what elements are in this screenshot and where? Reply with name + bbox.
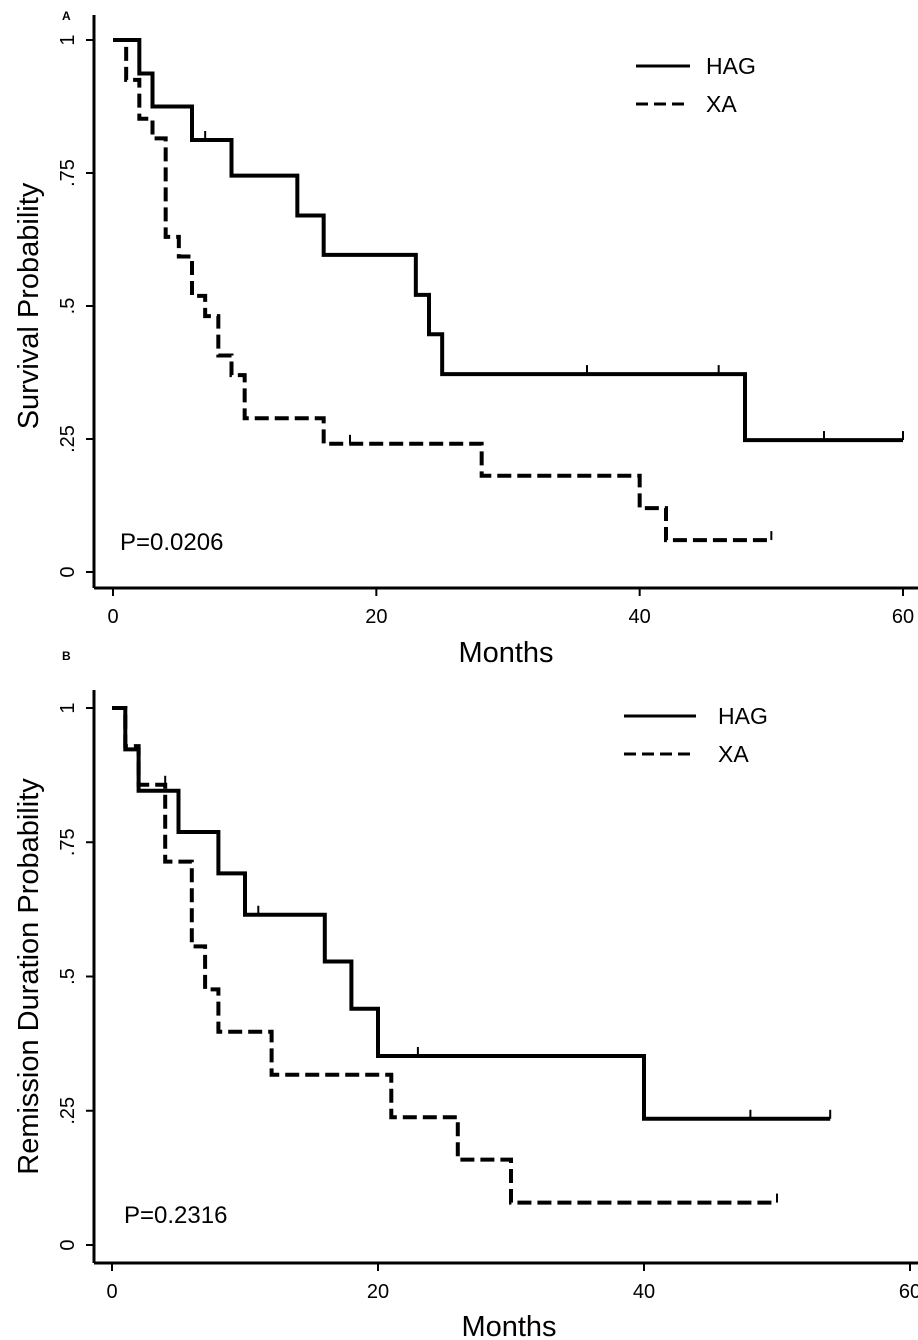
p-value-annotation: P=0.0206 <box>120 529 223 556</box>
x-tick-label: 60 <box>892 606 914 628</box>
y-tick-label: .5 <box>57 968 79 985</box>
y-tick-label: 0 <box>57 1239 79 1250</box>
legend-label-xa: XA <box>706 91 737 117</box>
x-axis-title: Months <box>461 1311 556 1340</box>
y-tick-label: 1 <box>57 702 79 713</box>
y-axis-title: Survival Probability <box>13 182 45 429</box>
y-tick-label: 0 <box>57 566 79 577</box>
y-tick-label: .25 <box>57 1097 79 1125</box>
x-tick-label: 60 <box>899 1281 918 1303</box>
x-tick-label: 0 <box>107 606 118 628</box>
legend-label-hag: HAG <box>706 53 756 79</box>
legend-label-xa: XA <box>718 741 749 767</box>
y-tick-label: .75 <box>57 159 79 187</box>
x-tick-label: 20 <box>367 1281 389 1303</box>
x-axis-title: Months <box>458 637 553 669</box>
km-curve-hag <box>113 38 903 443</box>
km-curve-xa <box>113 38 772 543</box>
panel-label: A <box>62 9 71 23</box>
x-tick-label: 40 <box>633 1281 655 1303</box>
legend-label-hag: HAG <box>718 703 768 729</box>
x-tick-label: 0 <box>106 1281 117 1303</box>
km-curve-xa <box>112 706 777 1205</box>
panel-a: A 0 .25 .5 .75 1 0 20 40 60 Months Survival Probabi… <box>13 9 918 669</box>
panel-label: B <box>62 649 71 663</box>
km-curve-hag <box>112 706 831 1121</box>
panel-b: B 0 .25 .5 .75 1 0 20 40 60 Months Remission Durati… <box>13 649 918 1340</box>
y-tick-label: .5 <box>57 298 79 315</box>
y-tick-label: .25 <box>57 425 79 453</box>
p-value-annotation: P=0.2316 <box>124 1202 227 1229</box>
x-tick-label: 20 <box>365 606 387 628</box>
y-tick-label: .75 <box>57 828 79 856</box>
y-tick-label: 1 <box>57 34 79 45</box>
y-axis-title: Remission Duration Probability <box>13 778 45 1175</box>
x-tick-label: 40 <box>629 606 651 628</box>
